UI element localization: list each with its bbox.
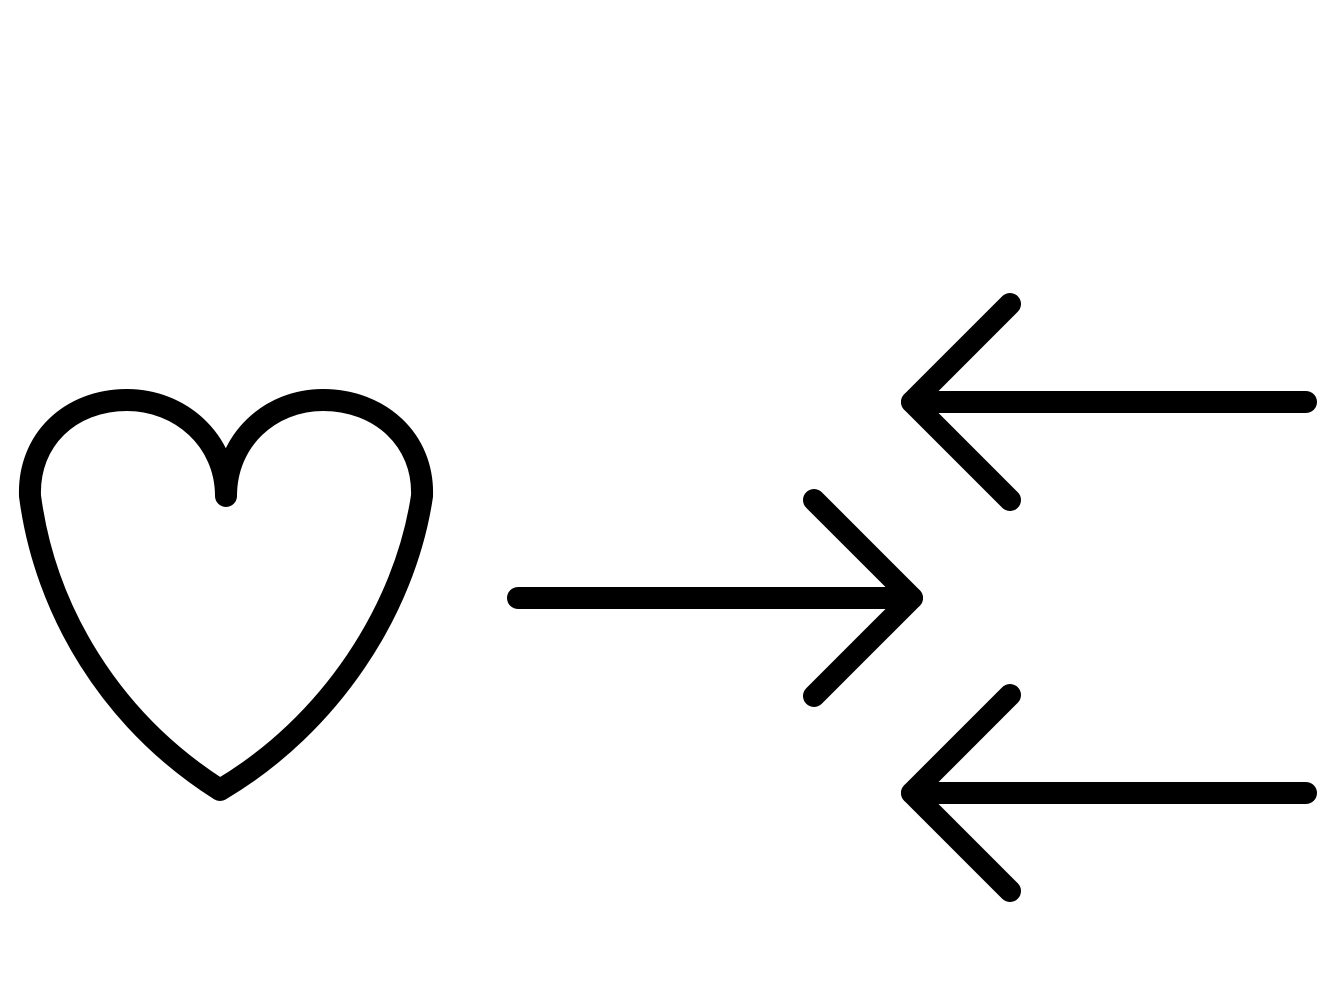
arrow-left-icon [901,684,1317,902]
heart-outline-icon [18,389,434,801]
arrow-right-icon [507,489,923,707]
arrow-left-icon [901,293,1317,511]
